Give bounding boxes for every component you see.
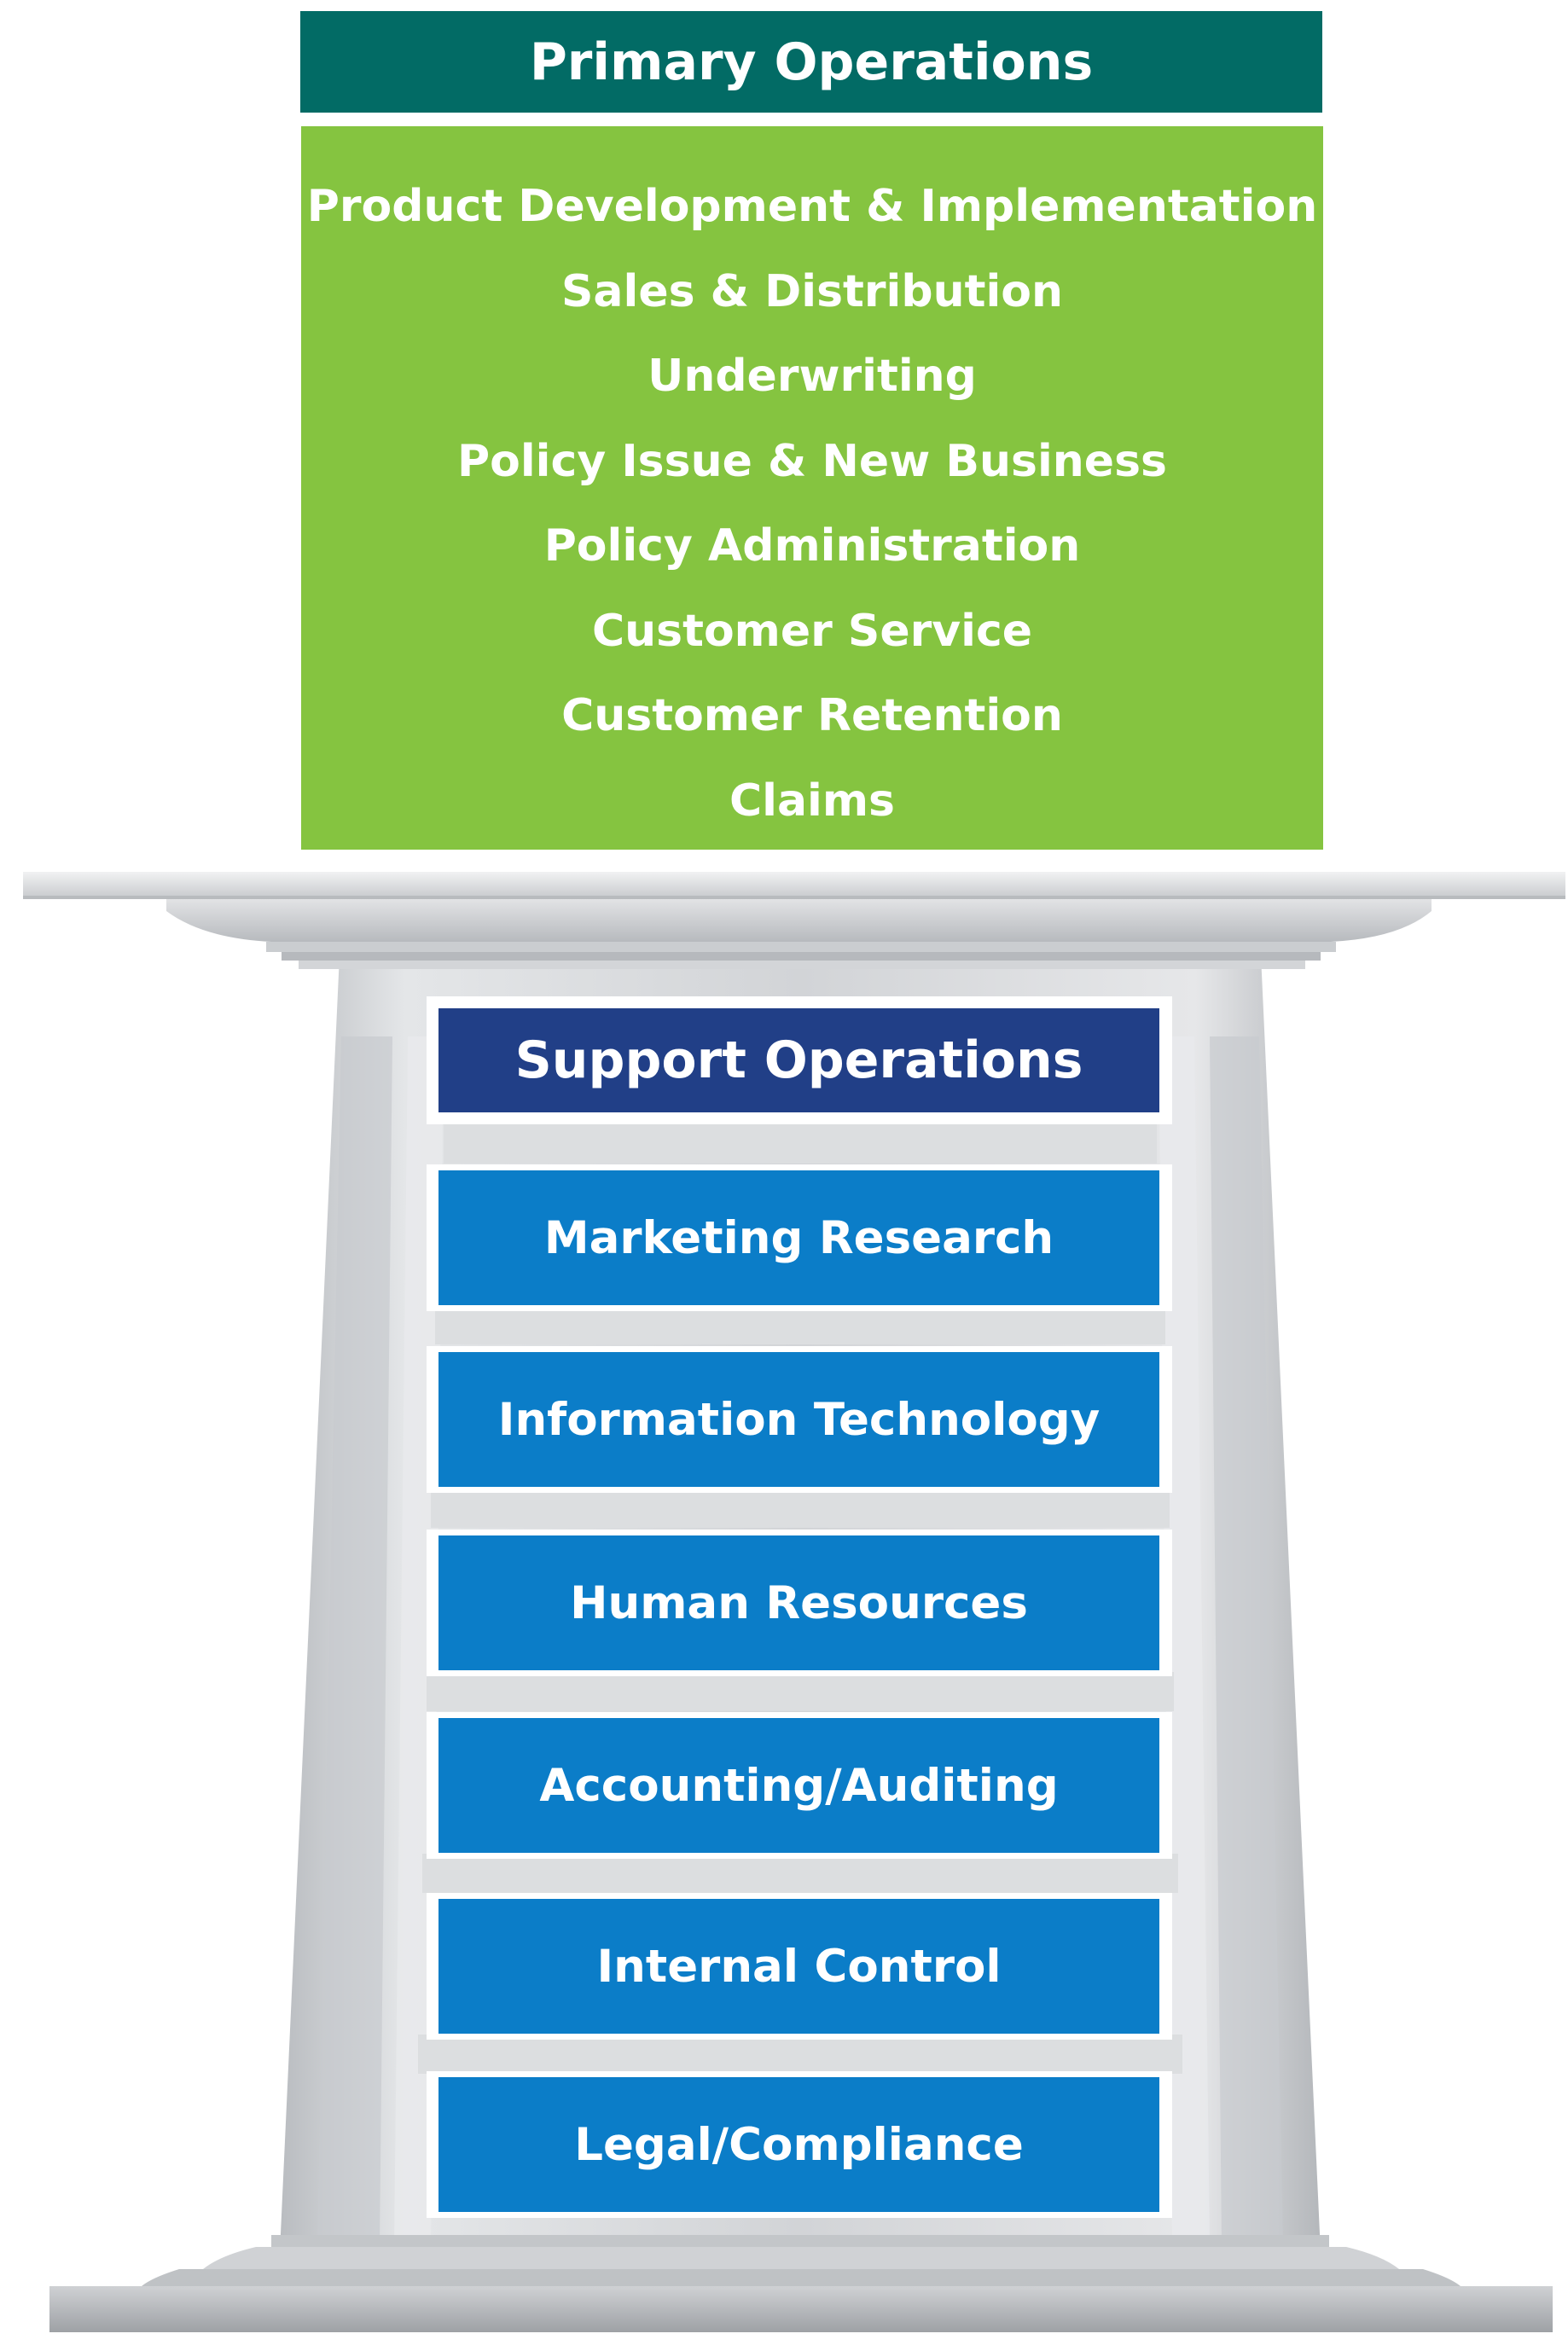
support-item-accounting-auditing: Accounting/Auditing <box>438 1718 1159 1853</box>
primary-item-sales-distribution: Sales & Distribution <box>560 265 1064 317</box>
support-item-legal-compliance: Legal/Compliance <box>438 2077 1159 2212</box>
pillar-base <box>49 2235 1553 2332</box>
support-item-information-technology: Information Technology <box>438 1352 1159 1487</box>
primary-item-underwriting: Underwriting <box>648 351 977 402</box>
primary-item-customer-retention: Customer Retention <box>561 690 1063 741</box>
primary-operations-list: Product Development & Implementation Sal… <box>301 126 1323 850</box>
primary-item-product-development: Product Development & Implementation <box>306 181 1318 232</box>
support-item-marketing-research: Marketing Research <box>438 1170 1159 1305</box>
primary-item-policy-administration: Policy Administration <box>543 520 1081 572</box>
support-item-human-resources: Human Resources <box>438 1535 1159 1670</box>
primary-item-claims: Claims <box>729 775 896 827</box>
primary-item-policy-issue: Policy Issue & New Business <box>457 435 1167 487</box>
primary-operations-header: Primary Operations <box>300 11 1322 113</box>
support-item-internal-control: Internal Control <box>438 1899 1159 2034</box>
primary-item-customer-service: Customer Service <box>591 605 1033 657</box>
pillar-capital <box>23 872 1565 969</box>
support-operations-header: Support Operations <box>438 1008 1159 1112</box>
